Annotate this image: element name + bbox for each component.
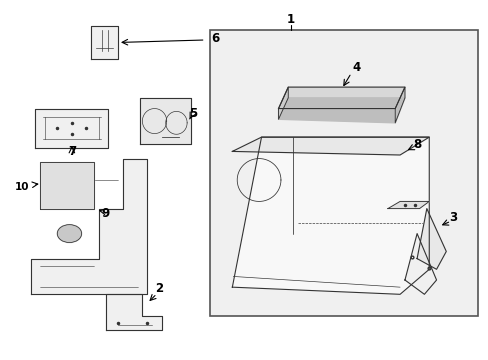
Polygon shape [387, 202, 428, 208]
Text: 8: 8 [412, 138, 420, 151]
Polygon shape [278, 87, 404, 109]
Polygon shape [106, 294, 162, 330]
Text: 3: 3 [448, 211, 457, 224]
Polygon shape [232, 137, 428, 155]
Bar [210, 30, 477, 316]
Polygon shape [91, 26, 118, 59]
Polygon shape [278, 87, 287, 119]
Polygon shape [278, 98, 404, 123]
Polygon shape [140, 98, 191, 144]
Polygon shape [394, 87, 404, 123]
Circle shape [57, 225, 81, 243]
Polygon shape [30, 158, 147, 294]
Text: 4: 4 [351, 61, 360, 74]
Text: 9: 9 [102, 207, 110, 220]
Text: 6: 6 [211, 32, 219, 45]
Polygon shape [40, 162, 94, 208]
Polygon shape [404, 234, 436, 294]
Text: 5: 5 [189, 107, 197, 120]
Text: 7: 7 [68, 145, 76, 158]
Polygon shape [232, 137, 428, 294]
Text: 10: 10 [15, 182, 29, 192]
Polygon shape [35, 109, 108, 148]
Text: 1: 1 [286, 13, 294, 27]
Polygon shape [416, 208, 446, 269]
Text: 2: 2 [155, 283, 163, 296]
